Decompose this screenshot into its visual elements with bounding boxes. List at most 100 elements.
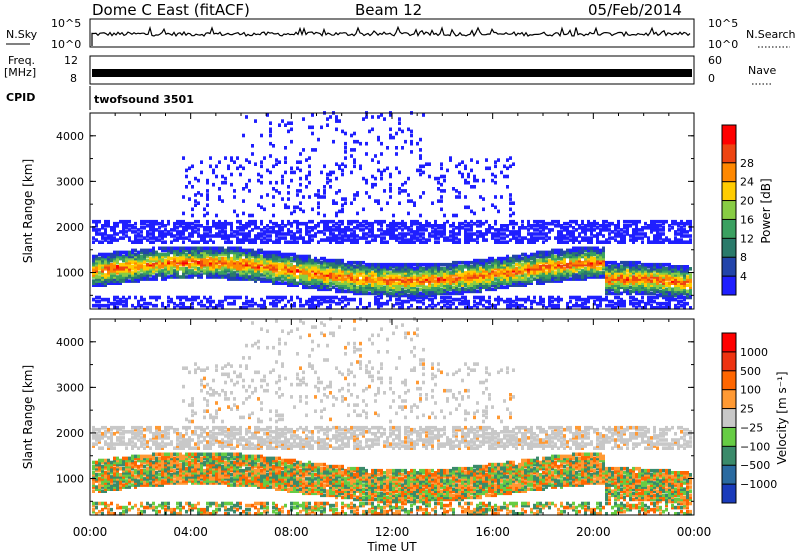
heatmap-cell bbox=[143, 275, 146, 279]
heatmap-cell bbox=[398, 236, 401, 240]
heatmap-cell bbox=[257, 258, 260, 263]
heatmap-cell bbox=[434, 269, 437, 273]
heatmap-cell bbox=[107, 267, 110, 271]
heatmap-cell bbox=[116, 275, 119, 279]
heatmap-cell bbox=[104, 303, 107, 308]
heatmap-cell bbox=[239, 226, 242, 230]
heatmap-cell bbox=[131, 240, 134, 244]
heatmap-cell bbox=[182, 250, 185, 255]
heatmap-cell bbox=[404, 262, 407, 267]
heatmap-cell bbox=[305, 283, 308, 287]
heatmap-cell bbox=[392, 293, 395, 298]
heatmap-cell bbox=[194, 230, 197, 234]
heatmap-cell bbox=[593, 258, 596, 263]
heatmap-cell bbox=[623, 275, 626, 279]
heatmap-cell bbox=[422, 295, 425, 300]
heatmap-cell bbox=[425, 224, 428, 228]
heatmap-cell bbox=[605, 291, 608, 296]
heatmap-cell bbox=[92, 226, 95, 230]
heatmap-cell bbox=[434, 273, 437, 277]
heatmap-cell bbox=[545, 306, 548, 310]
heatmap-cell bbox=[632, 275, 635, 279]
heatmap-cell bbox=[359, 279, 362, 283]
heatmap-cell bbox=[191, 265, 194, 269]
heatmap-cell bbox=[242, 248, 245, 253]
heatmap-cell bbox=[434, 291, 437, 296]
heatmap-cell bbox=[113, 236, 116, 240]
heatmap-cell bbox=[425, 293, 428, 298]
heatmap-cell bbox=[551, 260, 554, 265]
heatmap-cell bbox=[290, 271, 293, 275]
heatmap-cell bbox=[452, 187, 455, 191]
heatmap-cell bbox=[407, 267, 410, 271]
heatmap-cell bbox=[536, 279, 539, 283]
heatmap-cell bbox=[509, 201, 512, 205]
heatmap-cell bbox=[263, 299, 266, 304]
heatmap-cell bbox=[233, 275, 236, 279]
heatmap-cell bbox=[551, 258, 554, 263]
heatmap-cell bbox=[413, 285, 416, 290]
heatmap-cell bbox=[209, 228, 212, 232]
heatmap-cell bbox=[560, 273, 563, 277]
heatmap-cell bbox=[635, 262, 638, 267]
heatmap-cell bbox=[260, 267, 263, 271]
heatmap-cell bbox=[395, 234, 398, 238]
heatmap-cell bbox=[314, 271, 317, 275]
heatmap-cell bbox=[617, 232, 620, 236]
heatmap-cell bbox=[191, 301, 194, 306]
heatmap-cell bbox=[443, 281, 446, 285]
heatmap-cell bbox=[410, 238, 413, 242]
heatmap-cell bbox=[191, 262, 194, 267]
heatmap-cell bbox=[311, 125, 314, 130]
heatmap-cell bbox=[593, 275, 596, 279]
heatmap-cell bbox=[443, 174, 446, 179]
heatmap-cell bbox=[383, 262, 386, 267]
heatmap-cell bbox=[596, 236, 599, 240]
heatmap-cell bbox=[506, 234, 509, 238]
heatmap-cell bbox=[431, 226, 434, 230]
heatmap-cell bbox=[290, 262, 293, 267]
heatmap-cell bbox=[479, 230, 482, 234]
heatmap-cell bbox=[233, 265, 236, 269]
heatmap-cell bbox=[326, 226, 329, 230]
heatmap-cell bbox=[653, 269, 656, 273]
heatmap-cell bbox=[143, 248, 146, 253]
heatmap-cell bbox=[314, 234, 317, 238]
heatmap-cell bbox=[665, 236, 668, 240]
heatmap-cell bbox=[476, 260, 479, 265]
heatmap-cell bbox=[446, 289, 449, 294]
heatmap-cell bbox=[209, 164, 212, 169]
heatmap-cell bbox=[317, 269, 320, 273]
heatmap-cell bbox=[551, 271, 554, 275]
heatmap-cell bbox=[485, 285, 488, 290]
heatmap-cell bbox=[656, 293, 659, 298]
heatmap-cell bbox=[104, 279, 107, 283]
heatmap-cell bbox=[389, 279, 392, 283]
heatmap-cell bbox=[104, 258, 107, 263]
heatmap-cell bbox=[125, 269, 128, 273]
heatmap-cell bbox=[113, 297, 116, 302]
heatmap-cell bbox=[656, 295, 659, 300]
heatmap-cell bbox=[122, 236, 125, 240]
heatmap-cell bbox=[560, 267, 563, 271]
heatmap-cell bbox=[506, 265, 509, 269]
heatmap-cell bbox=[311, 226, 314, 230]
heatmap-cell bbox=[386, 293, 389, 298]
heatmap-cell bbox=[563, 256, 566, 261]
heatmap-cell bbox=[605, 279, 608, 283]
heatmap-cell bbox=[221, 258, 224, 263]
heatmap-cell bbox=[341, 228, 344, 232]
heatmap-cell bbox=[356, 193, 359, 197]
heatmap-cell bbox=[203, 250, 206, 255]
heatmap-cell bbox=[296, 226, 299, 230]
heatmap-cell bbox=[170, 260, 173, 265]
heatmap-cell bbox=[257, 250, 260, 255]
heatmap-cell bbox=[107, 265, 110, 269]
heatmap-cell bbox=[317, 299, 320, 304]
heatmap-cell bbox=[542, 236, 545, 240]
heatmap-cell bbox=[344, 230, 347, 234]
heatmap-cell bbox=[395, 301, 398, 306]
heatmap-cell bbox=[350, 238, 353, 242]
heatmap-cell bbox=[662, 232, 665, 236]
heatmap-cell bbox=[92, 260, 95, 265]
